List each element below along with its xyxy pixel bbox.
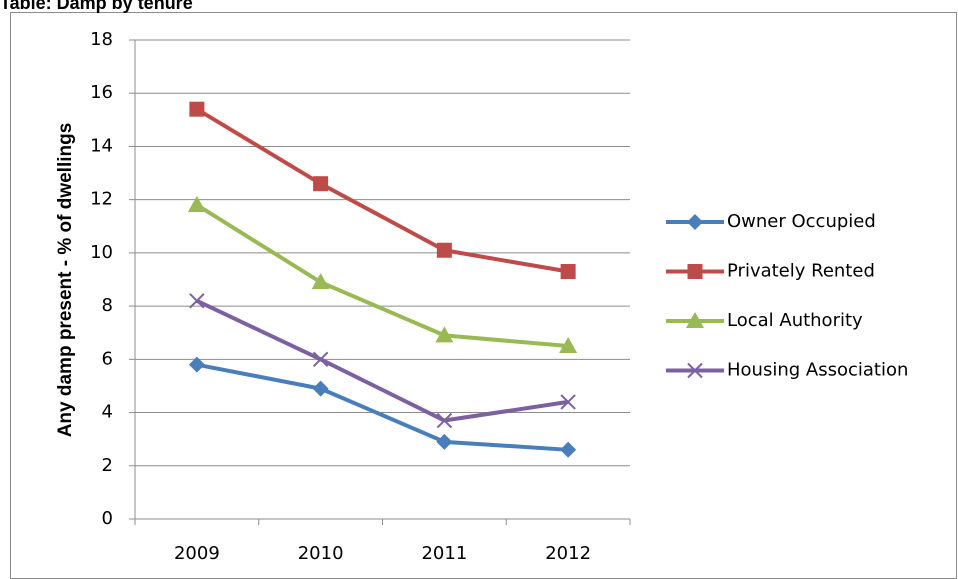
y-tick-label: 2 xyxy=(102,455,113,476)
y-tick-label: 12 xyxy=(90,189,113,210)
y-tick-label: 10 xyxy=(90,242,113,263)
data-point xyxy=(559,337,578,354)
y-tick-label: 6 xyxy=(102,348,113,369)
legend-marker xyxy=(687,264,703,279)
y-tick-label: 16 xyxy=(90,82,113,103)
data-point xyxy=(188,356,205,373)
legend-label: Owner Occupied xyxy=(727,211,876,232)
x-tick-label: 2009 xyxy=(174,543,220,564)
data-point xyxy=(436,433,453,450)
chart-border xyxy=(10,12,957,579)
chart-title: Table: Damp by tenure xyxy=(0,0,193,13)
data-point xyxy=(311,273,330,290)
series-line xyxy=(196,298,569,423)
data-point xyxy=(435,326,454,343)
series-line xyxy=(195,203,569,349)
legend-marker xyxy=(687,362,703,379)
x-tick-label: 2012 xyxy=(545,543,591,564)
x-tick-label: 2010 xyxy=(298,543,344,564)
y-tick-label: 4 xyxy=(102,402,113,423)
y-axis-label: Any damp present - % of dwellings xyxy=(55,123,76,438)
data-point xyxy=(436,412,453,429)
series-line xyxy=(196,362,569,452)
legend-label: Housing Association xyxy=(727,360,908,381)
data-point xyxy=(189,101,205,117)
data-point xyxy=(189,293,205,309)
legend-label: Privately Rented xyxy=(727,261,875,282)
data-point xyxy=(313,176,329,192)
series-line xyxy=(195,107,569,274)
legend-marker xyxy=(686,312,704,328)
legend-label: Local Authority xyxy=(727,310,863,331)
data-point xyxy=(187,195,206,212)
y-tick-label: 0 xyxy=(102,508,113,529)
data-point xyxy=(560,264,576,280)
y-tick-label: 18 xyxy=(90,29,113,50)
x-tick-label: 2011 xyxy=(421,543,467,564)
data-point xyxy=(560,394,576,410)
legend-marker xyxy=(687,214,703,230)
data-point xyxy=(312,380,329,397)
y-tick-label: 8 xyxy=(102,295,113,316)
data-point xyxy=(436,242,452,258)
y-tick-label: 14 xyxy=(90,135,113,156)
data-point xyxy=(312,351,329,368)
data-point xyxy=(560,441,577,458)
